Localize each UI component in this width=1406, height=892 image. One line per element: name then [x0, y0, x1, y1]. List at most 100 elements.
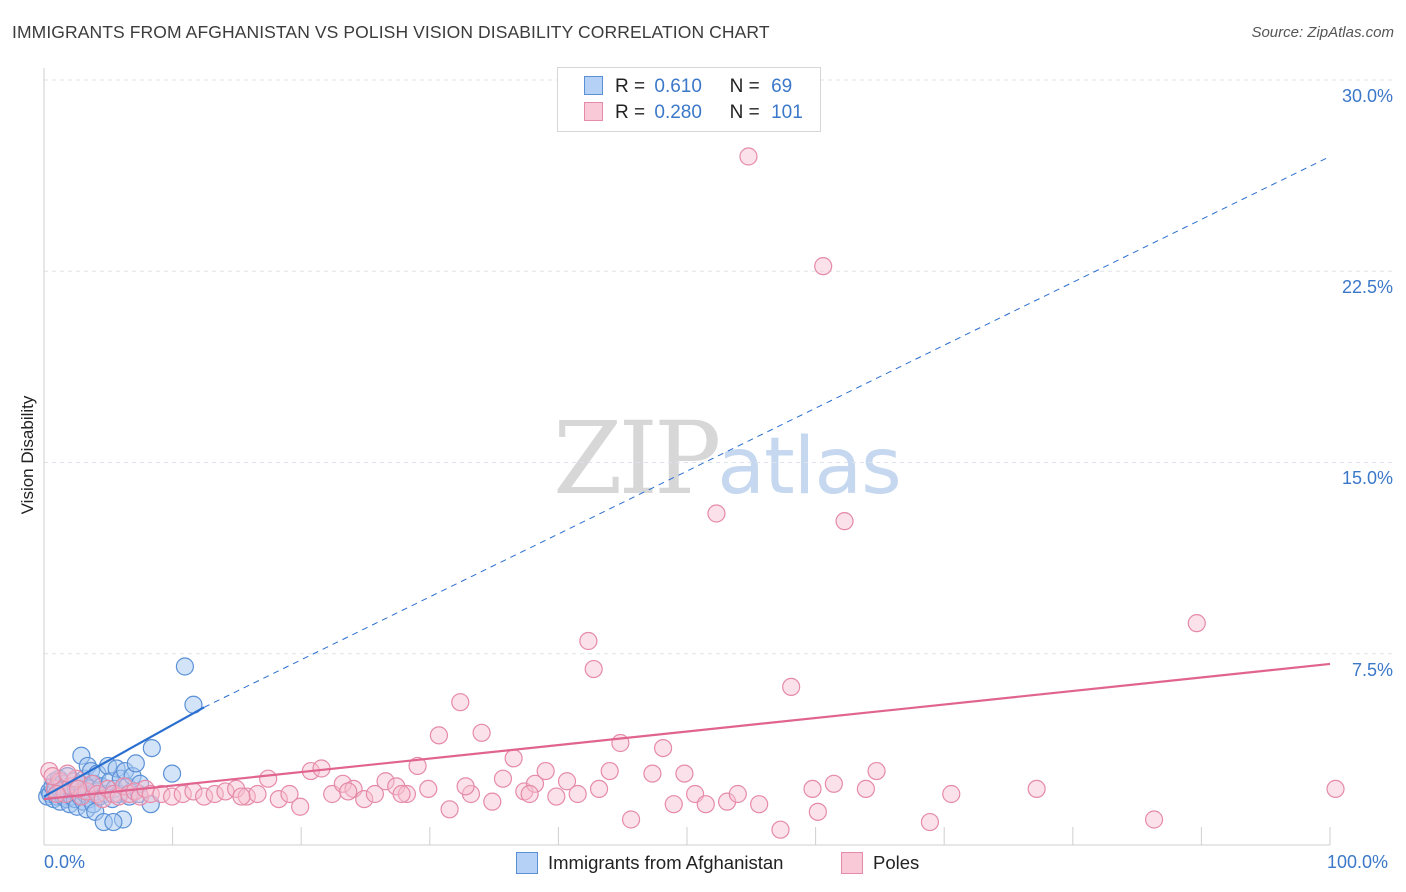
legend-n-value: 69 [771, 76, 793, 97]
poles-point [643, 764, 662, 783]
poles-point [750, 795, 769, 814]
afghanistan-point [126, 754, 145, 773]
watermark-atlas: atlas [717, 422, 901, 512]
poles-point [579, 631, 598, 651]
legend-r-label: R = [615, 102, 646, 123]
axes [43, 68, 1331, 846]
poles-point [803, 779, 822, 799]
poles-point [162, 787, 182, 806]
y-tick-label: 22.5% [1341, 277, 1393, 297]
poles-trend-line [43, 662, 1331, 801]
poles-point [483, 792, 502, 811]
legend-row-poles: R = 0.280 N = 101 [584, 102, 803, 126]
poles-point [568, 784, 587, 804]
poles-point [808, 802, 827, 821]
poles-point [280, 784, 299, 804]
poles-point [920, 812, 940, 832]
legend-r-label: R = [615, 76, 646, 97]
afghanistan-point [162, 764, 182, 783]
poles-point [621, 810, 641, 829]
bottom-legend-swatch-pink [841, 852, 863, 874]
poles-point [355, 789, 374, 809]
bottom-legend-swatch-blue [516, 852, 538, 874]
poles-point [584, 659, 603, 679]
bottom-legend-label: Immigrants from Afghanistan [548, 852, 784, 873]
poles-point [782, 677, 801, 697]
poles-point [43, 767, 62, 786]
poles-point [728, 784, 747, 804]
poles-point [867, 761, 886, 781]
afghanistan-trend-extension [203, 156, 1331, 708]
poles-point [600, 761, 619, 781]
poles-point [232, 787, 251, 806]
watermark-zip: ZIP [553, 400, 721, 517]
poles-point [248, 784, 267, 804]
legend-r-value: 0.280 [654, 102, 702, 123]
y-tick-label: 7.5% [1351, 660, 1393, 680]
poles-point [675, 764, 694, 783]
poles-point [493, 769, 513, 788]
y-axis-label: Vision Disability [18, 395, 37, 515]
x-tick-label: 100.0% [1327, 852, 1389, 872]
poles-point [589, 779, 609, 799]
poles-point [536, 761, 555, 781]
legend-n-label: N = [729, 102, 760, 123]
poles-point [739, 147, 758, 166]
poles-point [205, 784, 224, 804]
afghanistan-trend-line [43, 706, 205, 798]
poles-point [547, 787, 566, 806]
poles-point [291, 797, 310, 816]
legend-swatch-blue [584, 76, 603, 95]
legend-swatch-pink [584, 102, 603, 121]
poles-point [771, 820, 790, 839]
poles-point [557, 772, 577, 791]
poles-point [141, 784, 160, 804]
poles-point [942, 784, 961, 804]
poles-point [664, 795, 683, 814]
poles-point [1144, 810, 1164, 829]
poles-point [814, 257, 833, 276]
poles-point [429, 726, 449, 745]
poles-point [824, 774, 843, 793]
poles-point [504, 749, 523, 768]
y-tick-label: 15.0% [1341, 468, 1393, 488]
afghanistan-point [104, 812, 123, 832]
poles-point [237, 787, 256, 806]
poles-point [440, 800, 459, 819]
watermark: ZIPatlas [553, 400, 902, 517]
legend-n-label: N = [729, 76, 760, 97]
poles-point [520, 784, 539, 804]
poles-point [451, 693, 470, 712]
poles-point [696, 795, 715, 814]
source-label: Source: ZipAtlas.com [1251, 24, 1394, 41]
legend: R = 0.610 N = 69 R = 0.280 N = 101 [557, 67, 821, 132]
poles-point [525, 774, 545, 793]
poles-point [58, 764, 77, 783]
poles-point [472, 723, 491, 742]
poles-point [269, 789, 288, 809]
afghanistan-point [175, 657, 194, 676]
poles-point [1187, 614, 1206, 633]
legend-r-value: 0.610 [654, 76, 702, 97]
poles-point [707, 504, 726, 523]
x-tick-label: 0.0% [44, 852, 86, 872]
poles-point [397, 784, 417, 804]
legend-n-value: 101 [771, 102, 803, 123]
y-tick-label: 30.0% [1341, 86, 1393, 106]
poles-point [456, 777, 475, 796]
poles-point [408, 756, 427, 776]
gridlines [44, 79, 1392, 655]
poles-point [376, 772, 395, 791]
poles-point [1027, 779, 1046, 799]
poles-point [339, 782, 358, 801]
poles-point [856, 779, 875, 799]
poles-point [653, 738, 673, 758]
chart-title: IMMIGRANTS FROM AFGHANISTAN VS POLISH VI… [12, 22, 770, 42]
poles-point [195, 787, 214, 806]
legend-row-afghanistan: R = 0.610 N = 69 [584, 76, 792, 100]
bottom-legend-afghanistan: Immigrants from Afghanistan [516, 852, 783, 874]
bottom-legend-poles: Poles [841, 852, 919, 874]
afghanistan-point [142, 738, 161, 758]
poles-point [152, 784, 171, 804]
